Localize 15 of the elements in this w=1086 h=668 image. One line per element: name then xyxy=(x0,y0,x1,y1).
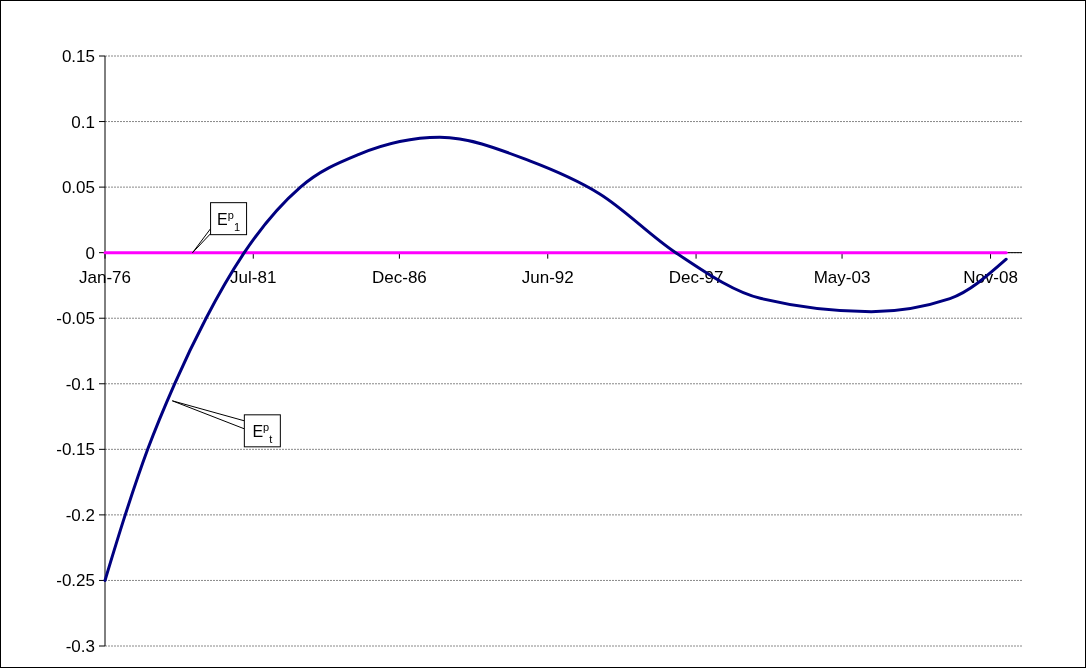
y-tick-label: 0.05 xyxy=(61,178,95,198)
x-tick-label: Jun-92 xyxy=(521,267,574,287)
y-tick-label: -0.2 xyxy=(65,505,95,525)
y-tick-label: -0.3 xyxy=(65,637,95,656)
x-tick-label: Jan-76 xyxy=(79,267,131,287)
y-tick-label: 0 xyxy=(85,243,95,263)
x-tick-label: Dec-86 xyxy=(371,267,427,287)
x-tick-label: May-03 xyxy=(813,267,871,287)
y-tick-label: -0.15 xyxy=(56,440,95,460)
y-tick-label: -0.05 xyxy=(56,309,95,329)
x-tick-label: Jul-81 xyxy=(230,267,277,287)
y-tick-label: -0.25 xyxy=(56,571,95,591)
y-tick-label: 0.15 xyxy=(61,47,95,66)
y-tick-label: -0.1 xyxy=(65,374,95,394)
y-tick-label: 0.1 xyxy=(71,112,95,132)
